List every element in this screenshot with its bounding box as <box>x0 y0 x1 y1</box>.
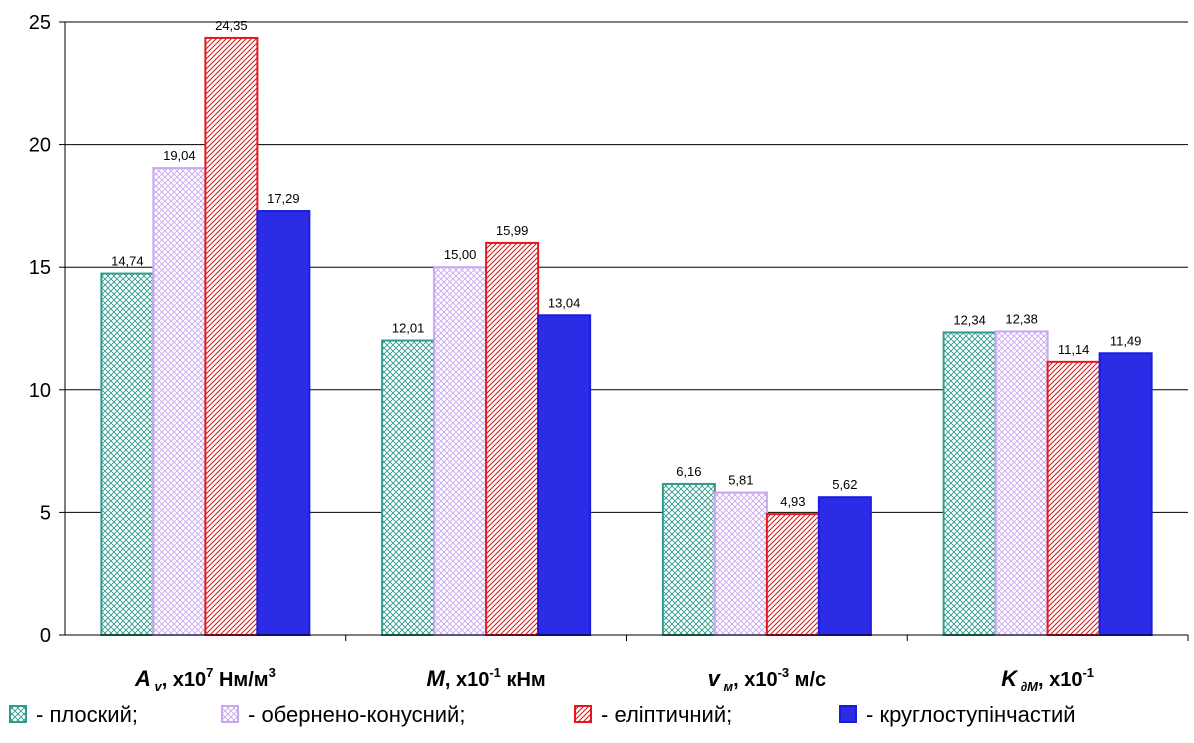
bar-kdm-s4 <box>1098 352 1153 636</box>
bar-vm-s4 <box>817 496 872 636</box>
bar-m-s3 <box>485 241 540 636</box>
y-tick-label: 0 <box>40 625 51 647</box>
data-label: 12,01 <box>392 321 425 336</box>
legend-label-4: - круглоступінчастий <box>866 702 1076 727</box>
data-label: 5,81 <box>728 473 753 488</box>
data-label: 15,99 <box>496 223 529 238</box>
y-tick-label: 20 <box>29 135 51 157</box>
bar-m-s1 <box>381 339 436 636</box>
legend-label-1: - плоский; <box>36 702 138 727</box>
data-label: 13,04 <box>548 295 581 310</box>
legend-swatch-3 <box>574 705 592 723</box>
bar-vm-s3 <box>765 513 820 636</box>
bar-av-s2 <box>152 167 207 637</box>
data-label: 17,29 <box>267 191 300 206</box>
data-label: 24,35 <box>215 18 248 33</box>
y-tick-label: 5 <box>40 502 51 524</box>
legend-label-2: - обернено-конусний; <box>248 702 465 727</box>
category-label-vm: v м, x10-3 м/с <box>708 665 827 694</box>
data-label: 5,62 <box>832 477 857 492</box>
legend-swatch-4 <box>839 705 857 723</box>
category-label-kdm: K ∂M, x10-1 <box>1001 665 1094 694</box>
data-label: 14,74 <box>111 254 144 269</box>
bar-vm-s2 <box>713 491 768 636</box>
bar-kdm-s2 <box>994 330 1049 636</box>
data-label: 12,34 <box>953 312 986 327</box>
bar-m-s4 <box>537 314 592 636</box>
bar-av-s1 <box>100 272 155 636</box>
legend-swatch-1 <box>9 705 27 723</box>
bar-av-s4 <box>256 210 311 636</box>
y-tick-label: 15 <box>29 257 51 279</box>
y-tick-label: 25 <box>29 12 51 34</box>
bar-kdm-s3 <box>1046 360 1101 636</box>
data-label: 11,49 <box>1110 333 1142 348</box>
data-label: 19,04 <box>163 148 196 163</box>
bar-av-s3 <box>204 36 259 637</box>
bar-kdm-s1 <box>942 331 997 636</box>
category-label-av: A v, x107 Нм/м3 <box>134 665 276 694</box>
data-label: 15,00 <box>444 247 477 262</box>
category-label-m: M, x10-1 кНм <box>427 665 546 691</box>
y-tick-label: 10 <box>29 380 51 402</box>
legend-label-3: - еліптичний; <box>601 702 732 727</box>
data-label: 12,38 <box>1005 311 1038 326</box>
data-label: 4,93 <box>780 494 805 509</box>
data-label: 11,14 <box>1058 342 1090 357</box>
data-label: 6,16 <box>676 464 701 479</box>
legend-swatch-2 <box>221 705 239 723</box>
bar-m-s2 <box>433 266 488 636</box>
bar-vm-s1 <box>661 482 716 636</box>
